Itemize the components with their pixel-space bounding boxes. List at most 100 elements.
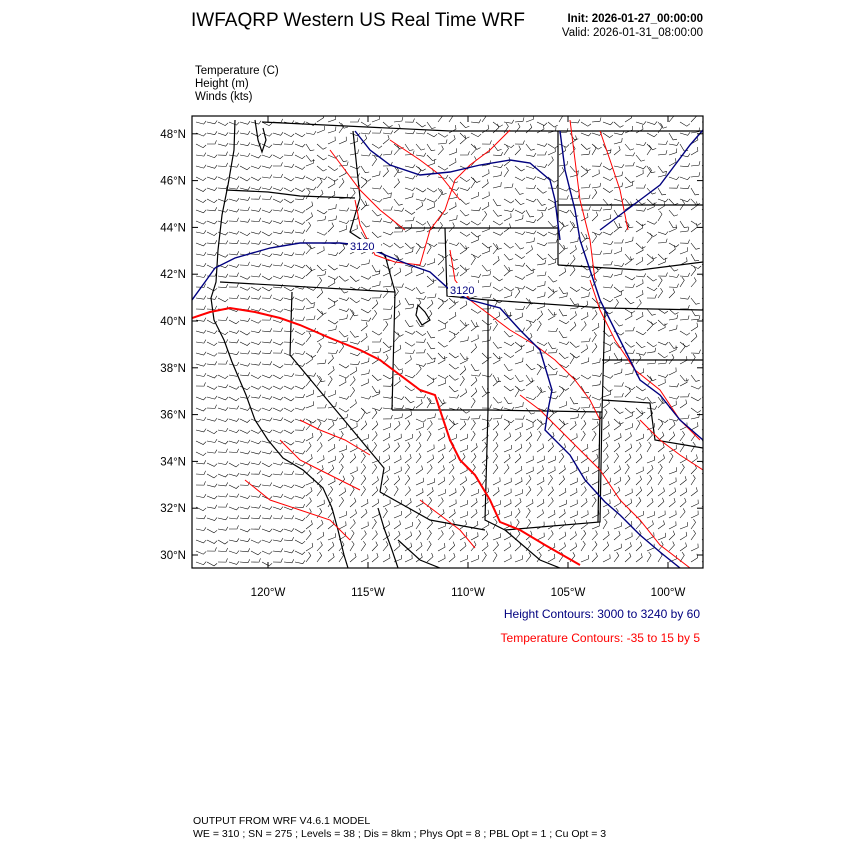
wind-barb <box>305 222 312 233</box>
wind-barb <box>679 487 688 497</box>
wind-barb <box>536 163 548 168</box>
wind-barb <box>525 519 532 530</box>
wind-barb <box>338 374 350 379</box>
wind-barb <box>613 418 624 425</box>
wind-barb <box>481 498 489 508</box>
wind-barb <box>294 495 306 499</box>
wind-barb <box>635 184 646 189</box>
wind-barb <box>503 119 515 124</box>
wind-barb <box>657 171 667 178</box>
wind-barb <box>448 530 455 541</box>
wind-barb <box>668 345 677 354</box>
wind-barb <box>470 143 481 150</box>
wind-barb <box>250 142 262 147</box>
wind-barb <box>558 531 567 541</box>
wind-barb <box>239 275 251 280</box>
wind-barb <box>437 530 444 541</box>
wind-barb <box>338 178 345 189</box>
wind-barb <box>426 413 436 420</box>
wind-barb <box>646 144 652 156</box>
wind-barb <box>338 413 349 420</box>
wind-barb <box>272 327 283 332</box>
wind-barb <box>547 289 555 299</box>
wind-barb <box>547 395 559 400</box>
wind-barb <box>547 486 554 497</box>
wind-barb <box>558 308 568 317</box>
wind-barb <box>613 269 623 277</box>
wind-barb <box>646 347 656 354</box>
wind-barb <box>207 140 217 145</box>
wind-barb <box>393 283 404 288</box>
wind-barb <box>679 121 691 127</box>
wind-barb <box>283 264 295 269</box>
wind-barb <box>415 121 426 128</box>
wind-barb <box>569 220 579 229</box>
wind-barb <box>371 231 382 238</box>
wind-barb <box>349 497 357 508</box>
wind-barb <box>437 116 443 123</box>
wind-barb <box>426 497 433 508</box>
wind-barb <box>481 520 490 530</box>
wind-barb <box>613 164 625 168</box>
wind-barb <box>426 198 438 203</box>
wind-barb <box>371 170 381 178</box>
wind-barb <box>393 420 401 431</box>
wind-barb <box>657 150 668 156</box>
wind-barb <box>569 303 579 310</box>
gulf-of-california <box>377 507 399 568</box>
wind-barb <box>349 453 357 464</box>
wind-barb <box>272 449 284 454</box>
wind-barb <box>635 511 644 519</box>
wind-barb <box>668 198 679 206</box>
wind-barb <box>305 552 312 563</box>
wind-barb <box>536 486 543 497</box>
wind-barb <box>580 344 588 354</box>
wind-barb <box>514 312 523 321</box>
wind-barb <box>635 341 646 349</box>
wind-barb <box>525 455 534 464</box>
wind-barb <box>305 464 312 475</box>
wind-barb <box>371 510 380 519</box>
wind-barb <box>382 354 389 365</box>
wind-barb <box>624 308 636 314</box>
wind-barb <box>239 495 251 499</box>
wind-barb <box>459 245 467 255</box>
lat-tick-label: 40°N <box>160 316 186 328</box>
wind-barb <box>481 140 492 145</box>
wind-barb <box>602 489 611 497</box>
wind-barb <box>558 509 566 519</box>
wind-barb <box>360 499 369 508</box>
wind-barb <box>635 368 644 376</box>
wind-barb <box>514 489 523 497</box>
wind-barb <box>547 385 557 394</box>
wind-barb <box>261 241 273 246</box>
wind-barb <box>217 339 229 344</box>
wind-barb <box>415 263 427 267</box>
wind-barb <box>250 493 262 498</box>
wind-barb <box>393 228 404 233</box>
wind-barb <box>635 410 643 420</box>
wind-barb <box>657 541 664 552</box>
wind-barb <box>657 487 665 497</box>
wind-barb <box>470 430 476 442</box>
wind-barb <box>635 207 647 212</box>
wind-barb <box>602 231 614 236</box>
wind-barb <box>470 443 478 453</box>
wind-barb <box>492 464 499 475</box>
wind-barb <box>591 396 603 401</box>
wind-barb <box>272 374 284 380</box>
wind-barb <box>283 187 295 193</box>
wind-barb <box>514 327 525 332</box>
wind-barb <box>690 510 699 519</box>
wind-barb <box>305 201 314 211</box>
wind-barb <box>635 273 647 278</box>
wind-barb <box>459 486 466 497</box>
wind-barb <box>415 488 424 497</box>
wind-barb <box>547 348 558 354</box>
wind-barb <box>338 396 350 400</box>
wind-barb <box>668 288 675 299</box>
wind-barb <box>657 418 669 423</box>
wind-barb <box>492 220 504 226</box>
wind-barb <box>679 184 690 189</box>
